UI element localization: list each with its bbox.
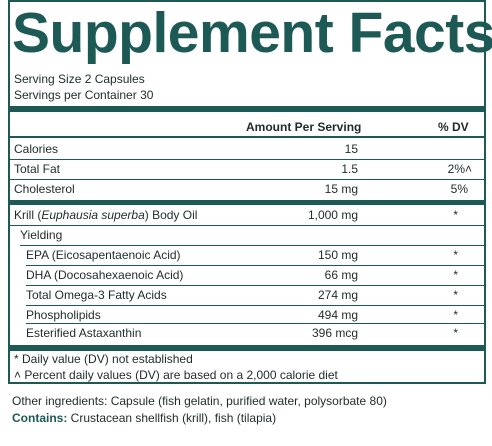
table-row: Total Omega-3 Fatty Acids 274 mg * <box>10 286 484 304</box>
bottom-thick-rule <box>10 345 484 351</box>
table-row: Phospholipids 494 mg * <box>10 306 484 324</box>
nutrient-name: Yielding <box>20 228 63 242</box>
row-rule <box>20 245 484 246</box>
row-rule <box>10 179 484 180</box>
row-rule <box>26 285 484 286</box>
supplement-facts-panel: Supplement Facts Serving Size 2 Capsules… <box>8 0 492 384</box>
nutrient-dv: 2%˄ <box>447 162 472 176</box>
row-rule <box>10 159 484 160</box>
krill-prefix: Krill ( <box>14 208 42 222</box>
nutrient-dv: * <box>453 268 458 282</box>
nutrient-name: Krill (Euphausia superba) Body Oil <box>14 208 197 222</box>
table-row: EPA (Eicosapentaenoic Acid) 150 mg * <box>10 246 484 264</box>
row-rule <box>26 305 484 306</box>
table-row: Total Fat 1.5 2%˄ <box>10 160 484 178</box>
nutrient-dv: * <box>453 208 458 222</box>
header-dv: % DV <box>438 120 469 134</box>
nutrient-name: Esterified Astaxanthin <box>26 326 142 340</box>
table-row: Calories 15 <box>10 140 484 158</box>
table-row: Krill (Euphausia superba) Body Oil 1,000… <box>10 206 484 224</box>
nutrient-amount: 1,000 mg <box>307 208 358 222</box>
serving-size: Serving Size 2 Capsules <box>14 72 145 86</box>
mid-thick-rule <box>10 200 484 205</box>
footnote-dv-not-established: * Daily value (DV) not established <box>14 352 193 366</box>
row-rule <box>26 323 484 324</box>
nutrient-name: Total Omega-3 Fatty Acids <box>26 288 167 302</box>
contains-text: Crustacean shellfish (krill), fish (tila… <box>67 411 277 425</box>
nutrient-dv: 5% <box>450 182 468 196</box>
nutrient-dv: * <box>453 288 458 302</box>
row-rule <box>26 265 484 266</box>
krill-species: Euphausia superba <box>41 208 145 222</box>
table-row: Cholesterol 15 mg 5% <box>10 180 484 198</box>
krill-suffix: ) Body Oil <box>144 208 198 222</box>
table-row: Esterified Astaxanthin 396 mcg * <box>10 324 484 342</box>
contains-label: Contains: <box>12 411 68 425</box>
header-amount: Amount Per Serving <box>246 120 362 134</box>
contains-line: Contains: Crustacean shellfish (krill), … <box>12 411 276 426</box>
servings-per-container: Servings per Container 30 <box>14 88 154 102</box>
nutrient-amount: 274 mg <box>317 288 358 302</box>
nutrient-name: Total Fat <box>14 162 61 176</box>
nutrient-amount: 66 mg <box>324 268 358 282</box>
nutrient-name: Phospholipids <box>26 308 101 322</box>
nutrient-dv: * <box>453 248 458 262</box>
nutrient-name: EPA (Eicosapentaenoic Acid) <box>26 248 181 262</box>
nutrient-amount: 150 mg <box>317 248 358 262</box>
table-row: Yielding <box>10 226 484 244</box>
panel-title: Supplement Facts <box>12 1 492 65</box>
nutrient-name: Calories <box>14 142 59 156</box>
nutrient-dv: * <box>453 326 458 340</box>
other-ingredients: Other ingredients: Capsule (fish gelatin… <box>12 394 387 408</box>
top-thick-rule <box>10 106 484 112</box>
row-rule <box>10 225 484 226</box>
table-row: DHA (Docosahexaenoic Acid) 66 mg * <box>10 266 484 284</box>
nutrient-amount: 15 mg <box>324 182 358 196</box>
header-rule <box>10 136 484 138</box>
nutrient-name: DHA (Docosahexaenoic Acid) <box>26 268 184 282</box>
nutrient-amount: 494 mg <box>317 308 358 322</box>
nutrient-amount: 1.5 <box>341 162 358 176</box>
nutrient-amount: 396 mcg <box>311 326 358 340</box>
nutrient-name: Cholesterol <box>14 182 75 196</box>
nutrient-dv: * <box>453 308 458 322</box>
footnote-calorie-diet: ˄ Percent daily values (DV) are based on… <box>14 368 338 382</box>
nutrient-amount: 15 <box>344 142 358 156</box>
